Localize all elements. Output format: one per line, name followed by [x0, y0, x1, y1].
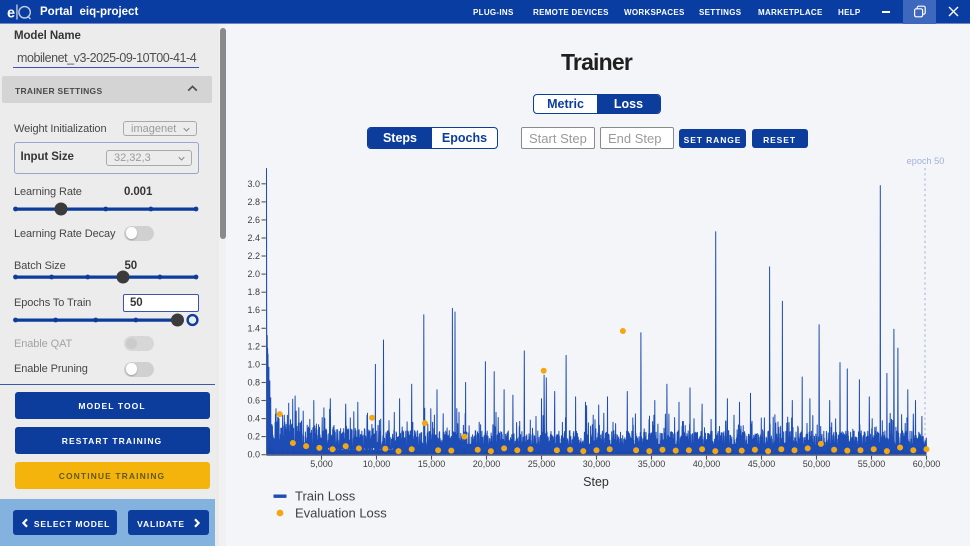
svg-text:60,000: 60,000 — [913, 459, 941, 469]
svg-text:25,000: 25,000 — [528, 459, 556, 469]
svg-text:0.6: 0.6 — [247, 396, 260, 406]
svg-text:Step: Step — [583, 475, 609, 489]
svg-text:15,000: 15,000 — [418, 459, 446, 469]
svg-text:3.0: 3.0 — [247, 179, 260, 189]
svg-text:45,000: 45,000 — [748, 459, 776, 469]
svg-text:epoch 50: epoch 50 — [907, 156, 945, 166]
svg-text:2.4: 2.4 — [247, 233, 260, 243]
svg-text:1.8: 1.8 — [247, 287, 260, 297]
svg-text:Train Loss: Train Loss — [295, 489, 356, 504]
svg-text:1.2: 1.2 — [247, 341, 260, 351]
svg-text:2.6: 2.6 — [247, 215, 260, 225]
svg-text:50,000: 50,000 — [803, 459, 831, 469]
svg-text:2.8: 2.8 — [247, 197, 260, 207]
svg-text:55,000: 55,000 — [858, 459, 886, 469]
svg-text:20,000: 20,000 — [473, 459, 501, 469]
svg-text:2.2: 2.2 — [247, 251, 260, 261]
svg-text:2.0: 2.0 — [247, 269, 260, 279]
svg-text:1.6: 1.6 — [247, 305, 260, 315]
svg-text:10,000: 10,000 — [363, 459, 391, 469]
svg-text:30,000: 30,000 — [583, 459, 611, 469]
svg-text:1.4: 1.4 — [247, 323, 260, 333]
svg-text:0.8: 0.8 — [247, 378, 260, 388]
svg-text:e: e — [7, 6, 15, 22]
svg-text:1.0: 1.0 — [247, 359, 260, 369]
svg-text:0.0: 0.0 — [247, 450, 260, 460]
svg-text:0.4: 0.4 — [247, 414, 260, 424]
svg-text:35,000: 35,000 — [638, 459, 666, 469]
svg-text:5,000: 5,000 — [310, 459, 333, 469]
svg-text:40,000: 40,000 — [693, 459, 721, 469]
svg-text:0.2: 0.2 — [247, 432, 260, 442]
svg-text:Evaluation Loss: Evaluation Loss — [295, 506, 387, 521]
